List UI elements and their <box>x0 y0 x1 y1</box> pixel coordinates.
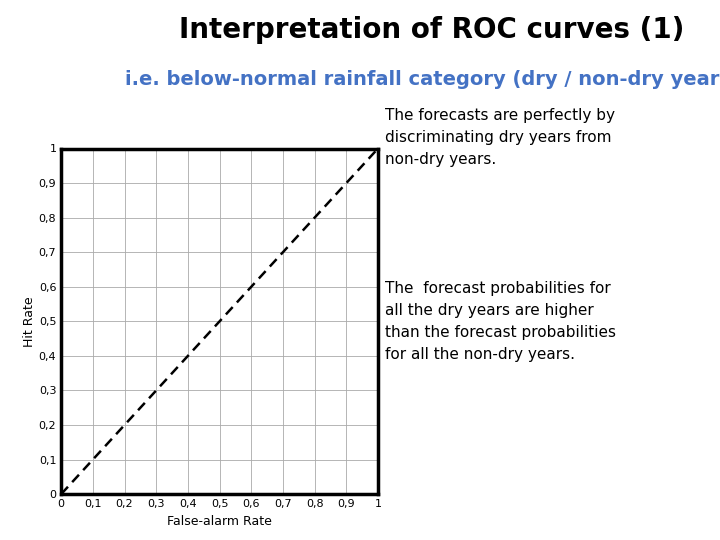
Text: Interpretation of ROC curves (1): Interpretation of ROC curves (1) <box>179 16 685 44</box>
X-axis label: False-alarm Rate: False-alarm Rate <box>167 515 272 528</box>
Y-axis label: Hit Rate: Hit Rate <box>23 296 36 347</box>
Text: i.e. below-normal rainfall category (dry / non-dry years): i.e. below-normal rainfall category (dry… <box>125 70 720 89</box>
Text: The  forecast probabilities for
all the dry years are higher
than the forecast p: The forecast probabilities for all the d… <box>385 281 616 362</box>
Text: The forecasts are perfectly by
discriminating dry years from
non-dry years.: The forecasts are perfectly by discrimin… <box>385 108 615 167</box>
